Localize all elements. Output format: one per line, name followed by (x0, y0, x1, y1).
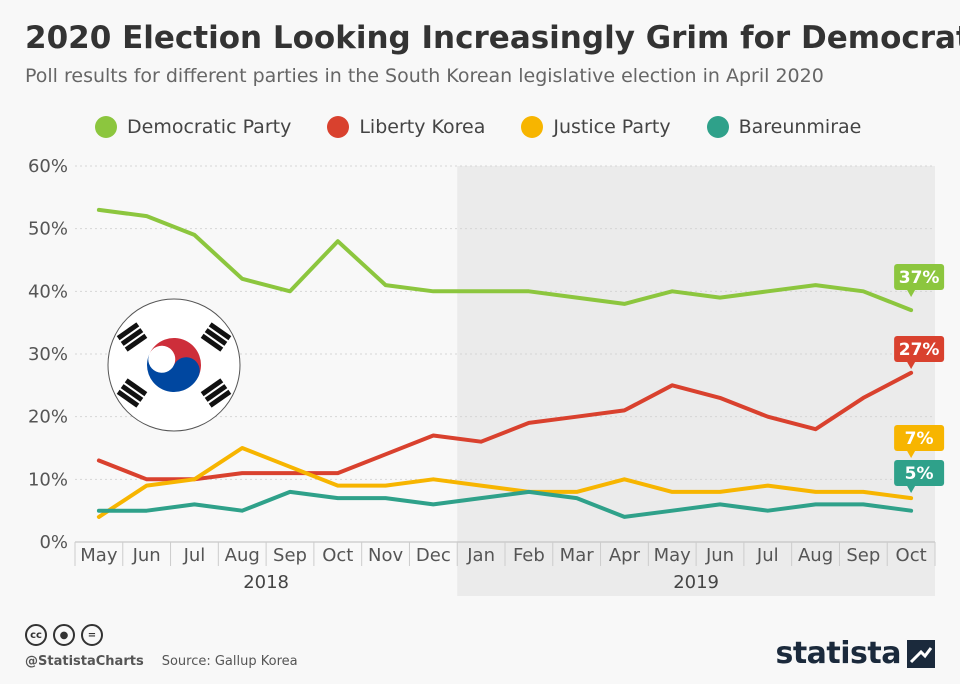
chart-legend: Democratic Party Liberty Korea Justice P… (95, 116, 897, 138)
x-tick-label: Feb (513, 545, 545, 566)
x-tick-label: Nov (368, 545, 403, 566)
y-tick-label: 40% (28, 281, 68, 302)
trigram-bars (200, 322, 232, 352)
x-tick-label: Jan (466, 545, 495, 566)
y-tick-label: 0% (39, 532, 68, 553)
chart-subtitle: Poll results for different parties in th… (25, 65, 824, 87)
legend-item-liberty-korea: Liberty Korea (327, 116, 485, 138)
series-line (96, 370, 914, 482)
end-value-label: 5% (905, 464, 934, 484)
legend-item-bareunmirae: Bareunmirae (706, 116, 862, 138)
x-tick-label: Dec (416, 545, 451, 566)
end-value-callout (894, 264, 945, 290)
series-line (96, 446, 914, 519)
x-tick-label: May (80, 545, 118, 566)
legend-swatch (95, 116, 117, 138)
year-label: 2018 (243, 572, 289, 593)
x-tick-label: Jul (756, 545, 779, 566)
x-tick-label: Oct (896, 545, 927, 566)
series-line (96, 207, 914, 313)
callout-pointer (907, 362, 916, 369)
y-tick-label: 10% (28, 469, 68, 490)
legend-label: Democratic Party (127, 116, 292, 138)
attribution-icon: ● (53, 624, 75, 646)
license-icons: cc ● = (25, 624, 298, 646)
y-tick-label: 20% (28, 407, 68, 428)
social-handle[interactable]: @StatistaCharts (25, 654, 144, 669)
end-value-label: 37% (899, 268, 940, 288)
x-tick-label: Apr (609, 545, 641, 566)
legend-label: Justice Party (553, 116, 671, 138)
trigram-bars (200, 378, 232, 408)
year-label: 2019 (673, 572, 719, 593)
taegeuk-blue-half (147, 353, 200, 392)
x-tick-label: Sep (273, 545, 307, 566)
end-value-callout (894, 460, 945, 486)
trigram-bars (116, 322, 148, 352)
creative-commons-icon: cc (25, 624, 47, 646)
footer-credits: cc ● = @StatistaCharts Source: Gallup Ko… (25, 624, 298, 669)
no-derivatives-icon: = (81, 624, 103, 646)
source-note: Source: Gallup Korea (161, 654, 298, 669)
legend-label: Bareunmirae (738, 116, 862, 138)
y-tick-label: 50% (28, 219, 68, 240)
legend-label: Liberty Korea (359, 116, 486, 138)
end-value-label: 27% (899, 340, 940, 360)
series-line (96, 489, 914, 519)
year-shade-band (457, 166, 935, 596)
trigram-bars (116, 378, 148, 408)
chart-title: 2020 Election Looking Increasingly Grim … (25, 20, 960, 56)
legend-item-democratic-party: Democratic Party (95, 116, 291, 138)
statista-logo[interactable]: statista (775, 636, 935, 671)
x-tick-label: Aug (798, 545, 833, 566)
x-tick-label: Oct (322, 545, 353, 566)
x-tick-label: Jun (132, 545, 161, 566)
x-tick-label: Aug (225, 545, 260, 566)
end-value-callout (894, 336, 945, 362)
y-tick-label: 60% (28, 156, 68, 177)
x-tick-label: Jun (705, 545, 734, 566)
legend-item-justice-party: Justice Party (521, 116, 671, 138)
x-tick-label: Jul (183, 545, 206, 566)
callout-pointer (907, 290, 916, 297)
x-tick-label: Mar (560, 545, 595, 566)
callout-pointer (907, 451, 916, 458)
brand-mark-icon (907, 639, 935, 668)
legend-swatch (327, 116, 350, 138)
end-value-callout (894, 425, 945, 451)
y-tick-label: 30% (28, 344, 68, 365)
end-value-label: 7% (905, 429, 934, 449)
brand-wordmark: statista (775, 636, 901, 671)
legend-swatch (706, 116, 729, 138)
x-tick-label: May (654, 545, 692, 566)
callout-pointer (907, 486, 916, 493)
x-tick-label: Sep (846, 545, 880, 566)
legend-swatch (521, 116, 544, 138)
